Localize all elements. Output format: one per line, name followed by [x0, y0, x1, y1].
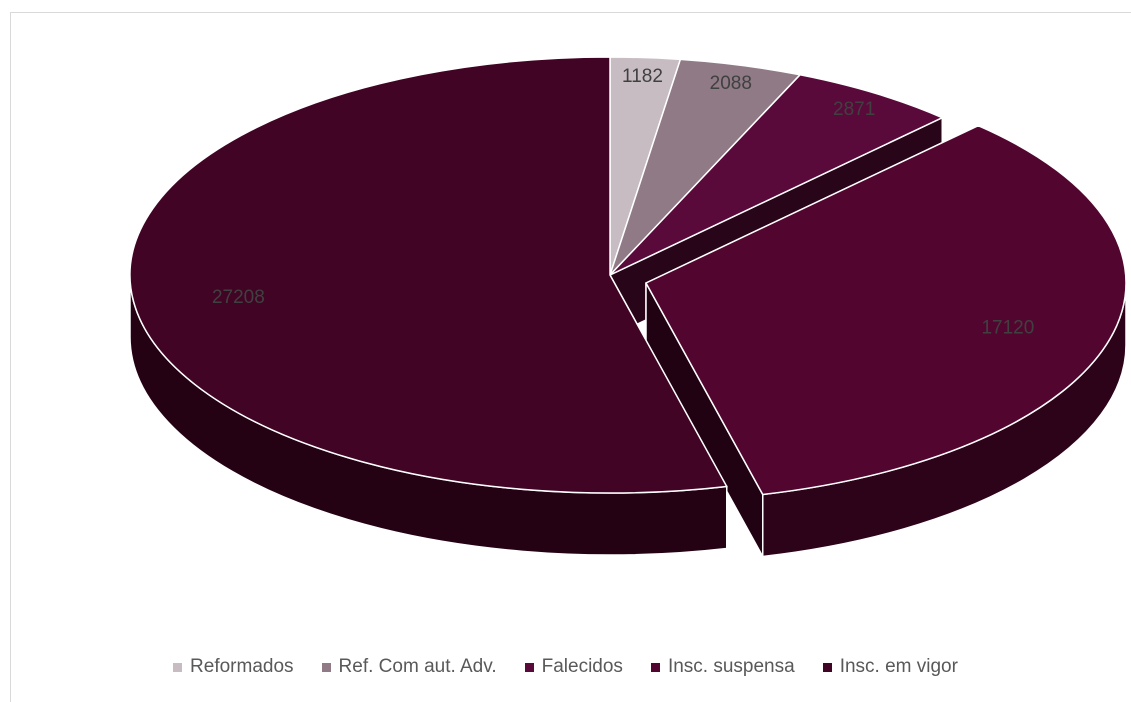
legend-item-reformados: Reformados [173, 656, 294, 678]
data-label-insc-suspensa: 17120 [981, 318, 1034, 339]
legend-swatch [321, 662, 331, 672]
legend-item-insc-em-vigor: Insc. em vigor [822, 656, 958, 678]
legend-swatch [173, 662, 183, 672]
data-label-reformados: 1182 [622, 66, 663, 87]
data-label-falecidos: 2871 [833, 99, 875, 120]
legend-swatch [822, 662, 832, 672]
legend-label: Reformados [190, 656, 294, 677]
pie-slice-falecidos [609, 74, 945, 276]
legend-label: Insc. em vigor [839, 656, 958, 677]
legend-item-falecidos: Falecidos [524, 656, 623, 678]
pie-slice-insc-suspensa [644, 124, 1127, 496]
data-label-ref-com-aut-adv-: 2088 [710, 73, 752, 94]
legend-label: Insc. suspensa [667, 656, 795, 677]
legend-swatch [524, 662, 534, 672]
legend-label: Ref. Com aut. Adv. [338, 656, 497, 677]
legend-swatch [650, 662, 660, 672]
data-label-insc-em-vigor: 27208 [212, 287, 265, 308]
pie-slice-insc-em-vigor [129, 56, 728, 494]
legend-item-insc-suspensa: Insc. suspensa [650, 656, 795, 678]
chart-area [10, 12, 1131, 702]
chart-legend: Reformados Ref. Com aut. Adv. Falecidos Ins… [0, 656, 1131, 678]
legend-item-ref-com-aut-adv-: Ref. Com aut. Adv. [321, 656, 497, 678]
legend-label: Falecidos [541, 656, 623, 677]
